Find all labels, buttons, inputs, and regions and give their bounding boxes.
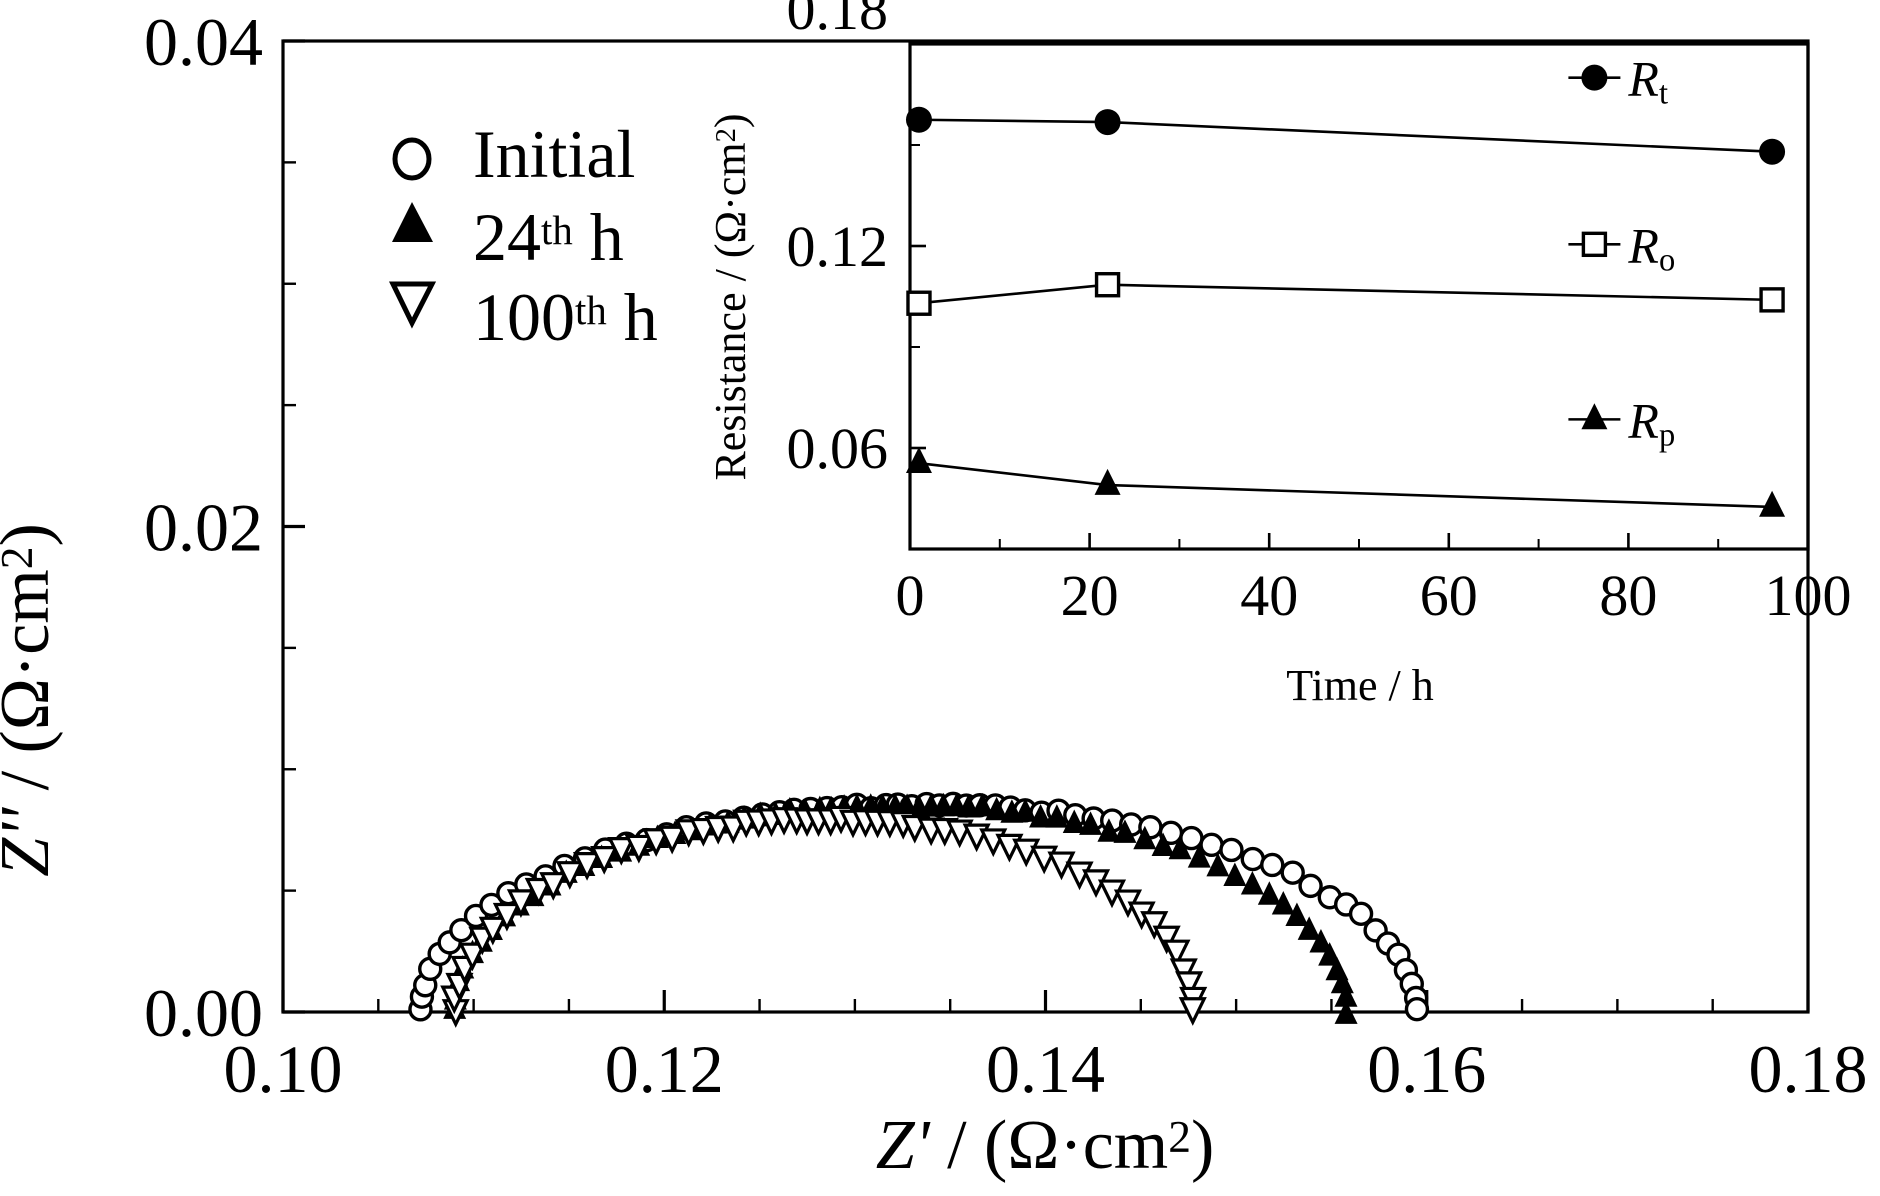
svg-text:0.02: 0.02 xyxy=(144,490,263,566)
svg-text:0.04: 0.04 xyxy=(144,4,263,80)
svg-text:80: 80 xyxy=(1599,563,1657,628)
svg-text:Z'' / (Ω·cm2): Z'' / (Ω·cm2) xyxy=(0,523,64,877)
svg-text:0: 0 xyxy=(896,563,925,628)
svg-text:100th h: 100th h xyxy=(473,279,658,355)
svg-text:Time / h: Time / h xyxy=(1286,661,1434,710)
svg-text:0.18: 0.18 xyxy=(1749,1031,1868,1107)
svg-text:0.16: 0.16 xyxy=(1367,1031,1486,1107)
svg-text:0.12: 0.12 xyxy=(605,1031,724,1107)
svg-text:100: 100 xyxy=(1765,563,1852,628)
svg-text:0.12: 0.12 xyxy=(787,214,889,279)
svg-text:0.14: 0.14 xyxy=(986,1031,1105,1107)
svg-text:60: 60 xyxy=(1420,563,1478,628)
svg-text:0.06: 0.06 xyxy=(787,416,889,481)
svg-text:0.00: 0.00 xyxy=(144,975,263,1051)
svg-text:0.18: 0.18 xyxy=(787,0,889,42)
svg-text:Resistance / (Ω·cm2): Resistance / (Ω·cm2) xyxy=(706,113,755,480)
svg-text:Initial: Initial xyxy=(473,116,635,192)
svg-text:Z' / (Ω·cm2): Z' / (Ω·cm2) xyxy=(876,1107,1215,1184)
svg-text:20: 20 xyxy=(1061,563,1119,628)
svg-text:40: 40 xyxy=(1240,563,1298,628)
